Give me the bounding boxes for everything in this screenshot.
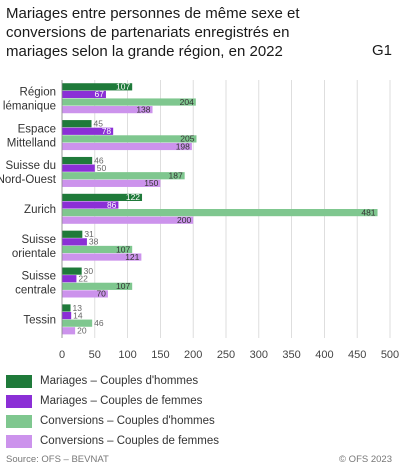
legend-label-2: Conversions – Couples d'hommes [40,415,215,427]
category-label-1-0: Espace [18,123,56,135]
bar-6-1 [62,311,72,320]
x-tick-label-10: 500 [381,349,399,361]
category-label-2-1: Nord-Ouest [0,174,57,186]
bar-6-2 [62,319,93,327]
x-tick-label-1: 50 [89,349,101,361]
category-label-5-1: centrale [15,285,56,297]
bar-1-3 [62,142,192,151]
chart-title: Mariages entre personnes de même sexe et… [6,5,300,60]
x-tick-label-7: 350 [282,349,300,361]
legend-item-3: Conversions – Couples de femmes [6,431,219,451]
x-tick-label-3: 150 [151,349,169,361]
data-label-5-1: 22 [78,274,88,284]
bar-2-0 [62,156,93,165]
legend-swatch-3 [6,434,32,448]
data-label-1-3: 198 [176,141,190,151]
data-label-4-1: 38 [89,237,99,247]
x-tick-label-4: 200 [184,349,202,361]
copyright-note: © OFS 2023 [339,454,392,465]
data-label-4-0: 31 [84,229,94,239]
category-label-5-0: Suisse [21,271,56,283]
data-label-0-2: 204 [180,97,194,107]
source-note: Source: OFS – BEVNAT [6,454,109,465]
legend-label-0: Mariages – Couples d'hommes [40,375,199,387]
figure-id: G1 [371,42,392,59]
bar-chart: 0 50 100 150 200 250 300 350 400 450 500 107 67 204 13… [0,80,399,361]
category-label-4-1: orientale [12,248,56,260]
bar-4-2 [62,245,133,254]
bar-3-2 [62,209,378,217]
x-tick-label-9: 450 [348,349,366,361]
data-label-0-1: 67 [94,89,104,99]
data-label-6-1: 14 [73,310,83,320]
bar-4-0 [62,230,83,238]
bar-5-3 [62,290,108,298]
bar-2-3 [62,179,161,187]
bar-3-1 [62,201,119,209]
data-label-5-2: 107 [116,281,130,291]
data-label-1-2: 205 [180,134,194,144]
data-label-0-3: 138 [136,104,150,114]
bar-3-0 [62,193,143,201]
bar-6-3 [62,327,76,335]
bar-0-1 [62,90,106,99]
bar-4-1 [62,238,87,246]
data-label-0-0: 107 [116,82,130,92]
data-label-5-0: 30 [84,266,94,276]
bar-0-0 [62,83,133,91]
data-label-5-3: 70 [96,289,106,299]
legend-label-1: Mariages – Couples de femmes [40,395,203,407]
data-label-6-2: 46 [94,318,104,328]
category-label-4-0: Suisse [21,234,56,246]
bar-3-3 [62,216,194,224]
bar-4-3 [62,253,142,261]
category-label-1-1: Mittelland [7,137,56,149]
category-label-3-0: Zurich [24,204,56,216]
category-label-6-0: Tessin [23,315,56,327]
legend-item-0: Mariages – Couples d'hommes [6,371,219,391]
data-label-2-2: 187 [168,171,182,181]
data-label-2-3: 150 [144,178,158,188]
x-tick-label-8: 400 [315,349,333,361]
x-tick-label-5: 250 [217,349,235,361]
bar-2-1 [62,164,95,172]
x-tick-label-2: 100 [118,349,136,361]
category-label-0-0: Région [20,86,56,98]
bar-2-2 [62,172,185,180]
x-tick-label-0: 0 [59,349,65,361]
data-label-3-1: 86 [107,200,117,210]
data-label-2-1: 50 [97,163,107,173]
bar-1-1 [62,127,114,135]
category-label-2-0: Suisse du [5,160,56,172]
bar-1-2 [62,135,197,143]
data-label-3-2: 481 [361,207,375,217]
legend-item-1: Mariages – Couples de femmes [6,391,219,411]
footer: Source: OFS – BEVNAT © OFS 2023 [6,454,392,465]
legend-label-3: Conversions – Couples de femmes [40,435,219,447]
bar-5-2 [62,282,133,290]
legend-swatch-0 [6,374,32,388]
data-label-1-0: 45 [94,118,104,128]
data-label-2-0: 46 [94,155,104,165]
bar-0-2 [62,98,196,106]
data-label-6-3: 20 [77,326,87,336]
bar-6-0 [62,304,71,312]
x-tick-label-6: 300 [250,349,268,361]
data-label-3-0: 122 [126,192,140,202]
data-label-4-2: 107 [116,244,130,254]
bar-0-3 [62,106,153,114]
category-label-0-1: lémanique [3,100,56,112]
legend-swatch-2 [6,414,32,428]
bar-1-0 [62,120,92,128]
data-label-1-1: 78 [102,126,112,136]
chart-legend: Mariages – Couples d'hommes Mariages – Co… [6,371,219,451]
bar-5-1 [62,275,77,283]
data-label-4-3: 121 [125,252,139,262]
data-label-6-0: 13 [73,303,83,313]
legend-item-2: Conversions – Couples d'hommes [6,411,219,431]
data-label-3-3: 200 [177,215,191,225]
legend-swatch-1 [6,394,32,408]
bar-5-0 [62,267,82,275]
